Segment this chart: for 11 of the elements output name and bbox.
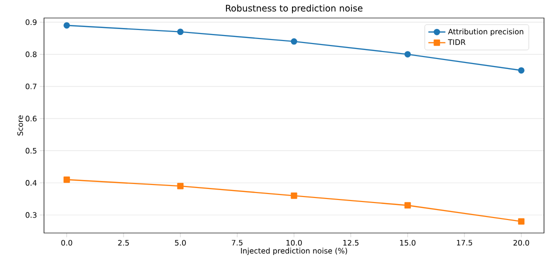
- point: [404, 51, 411, 58]
- point: [518, 218, 524, 225]
- point: [290, 192, 298, 199]
- point: [177, 182, 184, 190]
- point: [290, 38, 298, 45]
- point: [404, 202, 411, 209]
- point: [64, 22, 70, 29]
- point: [518, 67, 524, 74]
- point: [64, 176, 70, 183]
- chart-title: Robustness to prediction noise: [226, 4, 362, 14]
- point: [177, 28, 184, 35]
